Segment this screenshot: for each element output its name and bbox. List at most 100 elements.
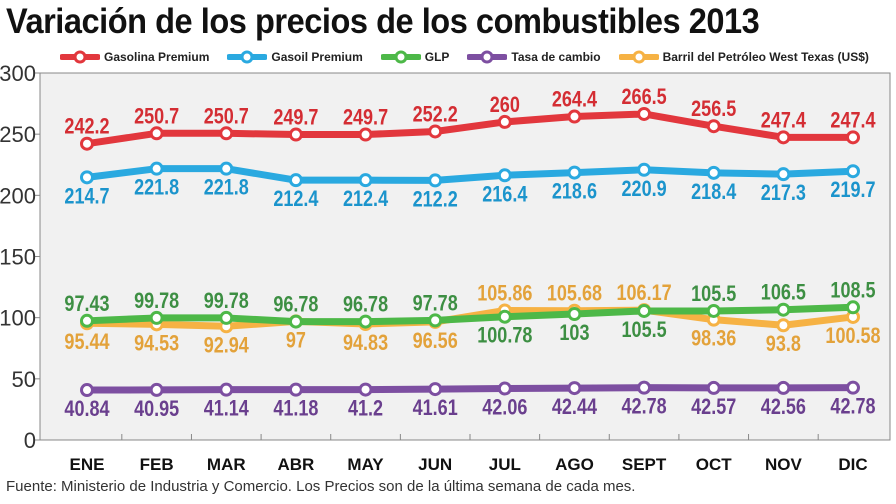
legend-marker-icon — [227, 50, 268, 64]
data-label: 96.78 — [343, 293, 388, 317]
data-point — [149, 382, 164, 397]
data-label: 217.3 — [761, 182, 806, 206]
data-point — [637, 303, 652, 318]
data-label: 212.2 — [413, 188, 458, 212]
data-label: 99.78 — [204, 289, 249, 313]
data-label: 250.7 — [134, 105, 179, 129]
data-label: 242.2 — [64, 115, 109, 139]
data-point — [776, 302, 791, 317]
data-point — [846, 380, 860, 395]
x-tick-label: MAY — [347, 455, 384, 474]
data-label: 42.06 — [482, 396, 527, 420]
data-point — [149, 310, 164, 325]
data-label: 41.14 — [204, 397, 250, 421]
data-label: 218.6 — [552, 180, 597, 204]
data-point — [776, 167, 791, 182]
data-point — [80, 313, 94, 328]
series-line-2 — [86, 303, 854, 326]
data-point — [567, 165, 582, 180]
data-point — [80, 383, 94, 398]
data-point — [776, 380, 791, 395]
data-label: 40.84 — [64, 397, 110, 421]
data-point — [706, 380, 721, 395]
data-label: 260 — [490, 93, 520, 117]
data-point — [567, 306, 582, 321]
data-label: 105.5 — [622, 318, 667, 342]
x-tick-label: DIC — [838, 455, 867, 474]
x-tick-label: JUL — [489, 455, 521, 474]
data-label: 100.58 — [825, 324, 880, 348]
data-label: 98.36 — [691, 327, 736, 351]
x-tick-label: SEPT — [622, 455, 667, 474]
data-label: 93.8 — [766, 333, 801, 357]
x-tick-label: MAR — [207, 455, 246, 474]
data-point — [80, 136, 94, 151]
data-label: 219.7 — [830, 179, 875, 203]
data-label: 218.4 — [691, 180, 737, 204]
source-note: Fuente: Ministerio de Industria y Comerc… — [6, 478, 636, 495]
data-label: 221.8 — [204, 176, 249, 200]
y-tick-label: 0 — [24, 428, 36, 453]
data-label: 105.68 — [547, 282, 602, 306]
legend-label: Tasa de cambio — [511, 50, 601, 64]
data-label: 42.78 — [622, 395, 667, 419]
x-tick-label: ENE — [70, 455, 105, 474]
legend-item: Gasolina Premium — [60, 50, 209, 64]
data-label: 249.7 — [273, 106, 318, 130]
x-tick-label: OCT — [696, 455, 733, 474]
data-label: 103 — [559, 321, 589, 345]
data-point — [846, 130, 860, 145]
data-label: 42.78 — [830, 395, 875, 419]
data-point — [846, 300, 860, 315]
x-tick-label: JUN — [418, 455, 452, 474]
data-label: 99.78 — [134, 289, 179, 313]
x-tick-label: AGO — [555, 455, 594, 474]
series-line-0 — [86, 110, 853, 148]
data-label: 249.7 — [343, 106, 388, 130]
data-point — [428, 382, 443, 397]
data-label: 247.4 — [761, 109, 807, 133]
data-label: 100.78 — [477, 324, 532, 348]
y-tick-label: 100 — [0, 306, 36, 331]
data-label: 94.83 — [343, 331, 388, 355]
data-point — [497, 381, 512, 396]
legend-item: Barril del Petróleo West Texas (US$) — [618, 50, 869, 64]
data-label: 105.86 — [477, 282, 532, 306]
y-tick-label: 150 — [0, 245, 36, 270]
legend-label: Barril del Petróleo West Texas (US$) — [662, 50, 869, 64]
y-tick-label: 50 — [12, 367, 36, 392]
data-label: 252.2 — [413, 103, 458, 127]
data-label: 96.78 — [273, 293, 318, 317]
legend-label: Gasolina Premium — [104, 50, 210, 64]
data-label: 212.4 — [273, 188, 319, 212]
y-tick-label: 300 — [0, 61, 36, 86]
data-point — [637, 380, 652, 395]
data-point — [776, 318, 791, 333]
data-label: 97.43 — [64, 292, 109, 316]
x-tick-label: NOV — [765, 455, 803, 474]
legend: Gasolina Premium Gasoil Premium GLP Tasa de… — [60, 50, 869, 64]
data-label: 106.5 — [761, 281, 806, 305]
data-label: 96.56 — [413, 329, 458, 353]
y-tick-label: 200 — [0, 183, 36, 208]
data-label: 266.5 — [622, 85, 667, 109]
data-label: 41.2 — [348, 397, 383, 421]
data-point — [428, 173, 443, 188]
data-point — [428, 313, 443, 328]
data-point — [706, 303, 721, 318]
data-label: 95.44 — [64, 331, 110, 355]
legend-item: Tasa de cambio — [467, 50, 601, 64]
data-point — [637, 162, 652, 177]
data-label: 214.7 — [64, 185, 109, 209]
data-label: 41.18 — [273, 397, 318, 421]
data-label: 92.94 — [204, 334, 250, 358]
data-point — [358, 314, 373, 329]
data-label: 105.5 — [691, 282, 736, 306]
data-label: 42.44 — [552, 395, 598, 419]
data-point — [776, 130, 791, 145]
legend-label: Gasoil Premium — [271, 50, 363, 64]
data-label: 216.4 — [482, 183, 528, 207]
data-label: 41.61 — [413, 397, 458, 421]
chart-title: Variación de los precios de los combusti… — [6, 2, 760, 41]
